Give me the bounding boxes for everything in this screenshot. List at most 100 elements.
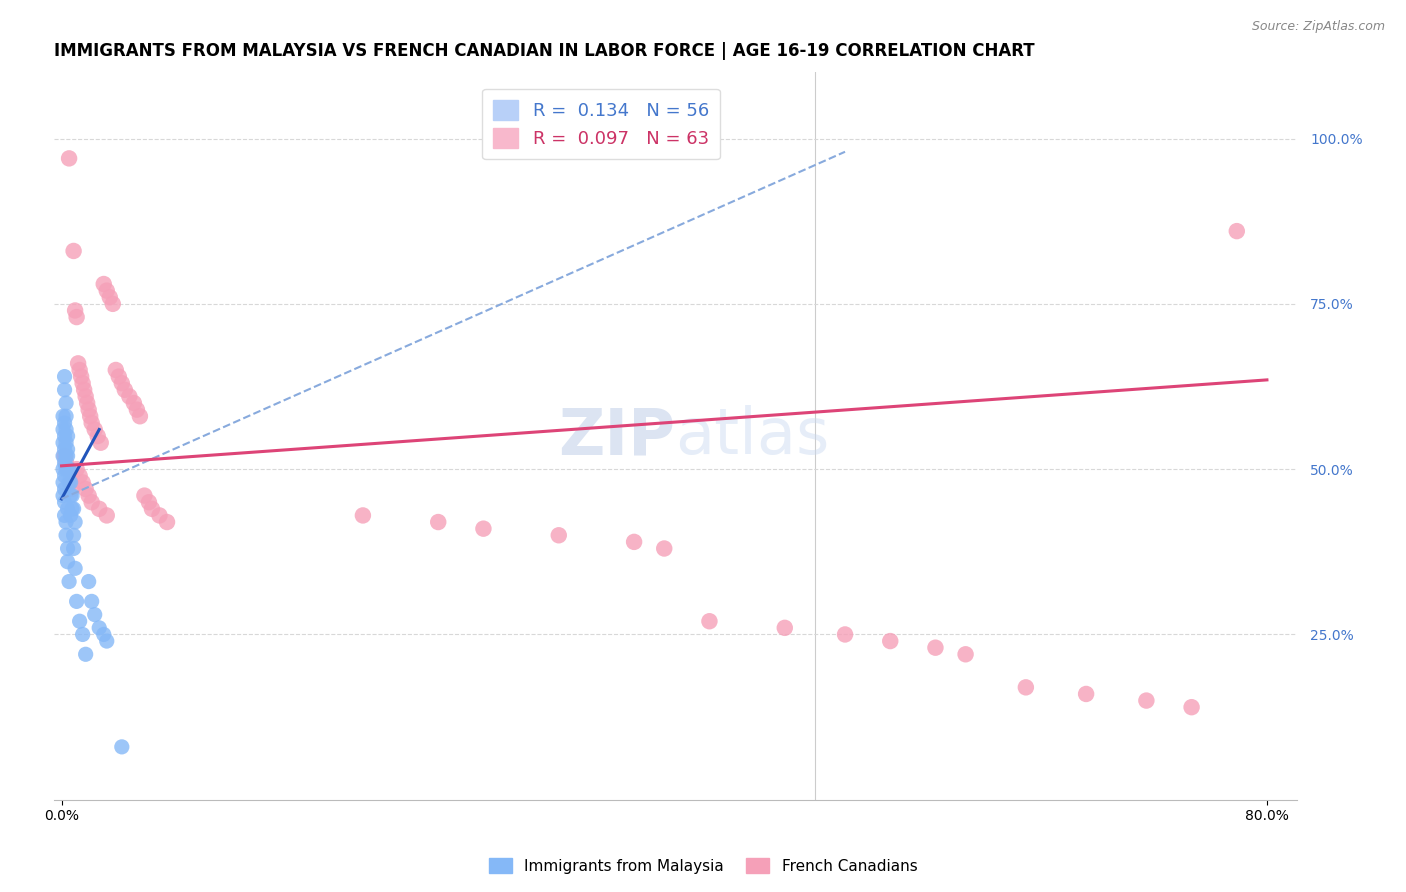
Text: Source: ZipAtlas.com: Source: ZipAtlas.com xyxy=(1251,20,1385,33)
Point xyxy=(879,634,901,648)
Point xyxy=(55,528,77,542)
Point xyxy=(60,489,83,503)
Point xyxy=(53,482,76,496)
Point xyxy=(53,369,76,384)
Point xyxy=(53,429,76,443)
Point xyxy=(62,501,84,516)
Point xyxy=(53,495,76,509)
Point xyxy=(62,528,84,542)
Point xyxy=(53,508,76,523)
Point xyxy=(69,468,91,483)
Point xyxy=(72,376,94,391)
Point xyxy=(52,489,75,503)
Point xyxy=(75,648,97,662)
Point xyxy=(125,402,148,417)
Point xyxy=(98,290,121,304)
Point xyxy=(56,555,79,569)
Point xyxy=(73,383,96,397)
Point xyxy=(56,442,79,457)
Point xyxy=(427,515,450,529)
Point xyxy=(138,495,160,509)
Legend: R =  0.134   N = 56, R =  0.097   N = 63: R = 0.134 N = 56, R = 0.097 N = 63 xyxy=(482,88,720,160)
Point xyxy=(60,501,83,516)
Point xyxy=(72,475,94,490)
Point xyxy=(69,363,91,377)
Point xyxy=(53,383,76,397)
Point xyxy=(60,482,83,496)
Point xyxy=(62,541,84,556)
Point xyxy=(53,449,76,463)
Point xyxy=(129,409,152,424)
Point xyxy=(53,468,76,483)
Point xyxy=(53,416,76,430)
Point xyxy=(80,594,103,608)
Point xyxy=(55,435,77,450)
Point xyxy=(156,515,179,529)
Point xyxy=(924,640,946,655)
Point xyxy=(77,489,100,503)
Point xyxy=(63,561,86,575)
Point xyxy=(699,614,721,628)
Point xyxy=(107,369,129,384)
Point xyxy=(96,634,118,648)
Point xyxy=(77,574,100,589)
Point xyxy=(55,422,77,436)
Point xyxy=(652,541,675,556)
Point xyxy=(75,482,97,496)
Point xyxy=(77,402,100,417)
Point xyxy=(834,627,856,641)
Point xyxy=(104,363,127,377)
Point xyxy=(96,508,118,523)
Point xyxy=(67,356,90,370)
Point xyxy=(75,389,97,403)
Point xyxy=(1226,224,1249,238)
Point xyxy=(56,429,79,443)
Point xyxy=(58,475,80,490)
Point xyxy=(1015,681,1038,695)
Point xyxy=(101,297,124,311)
Point xyxy=(55,515,77,529)
Point xyxy=(55,449,77,463)
Point xyxy=(79,409,101,424)
Point xyxy=(59,508,82,523)
Point xyxy=(52,435,75,450)
Point xyxy=(65,462,87,476)
Point xyxy=(547,528,569,542)
Point xyxy=(83,607,105,622)
Point xyxy=(58,462,80,476)
Point xyxy=(56,449,79,463)
Point xyxy=(89,501,111,516)
Point xyxy=(148,508,170,523)
Point xyxy=(122,396,145,410)
Point xyxy=(134,489,156,503)
Point xyxy=(141,501,163,516)
Point xyxy=(86,429,108,443)
Point xyxy=(59,475,82,490)
Point xyxy=(59,475,82,490)
Point xyxy=(55,396,77,410)
Point xyxy=(93,277,115,291)
Text: IMMIGRANTS FROM MALAYSIA VS FRENCH CANADIAN IN LABOR FORCE | AGE 16-19 CORRELATI: IMMIGRANTS FROM MALAYSIA VS FRENCH CANAD… xyxy=(53,42,1035,60)
Point xyxy=(118,389,141,403)
Point xyxy=(52,409,75,424)
Point xyxy=(1074,687,1097,701)
Point xyxy=(55,409,77,424)
Point xyxy=(55,462,77,476)
Point xyxy=(52,462,75,476)
Point xyxy=(111,376,134,391)
Point xyxy=(114,383,136,397)
Point xyxy=(1181,700,1204,714)
Point xyxy=(56,541,79,556)
Point xyxy=(80,495,103,509)
Point xyxy=(70,369,93,384)
Point xyxy=(53,456,76,470)
Point xyxy=(96,284,118,298)
Point xyxy=(55,456,77,470)
Point xyxy=(63,515,86,529)
Point xyxy=(56,501,79,516)
Point xyxy=(63,303,86,318)
Point xyxy=(83,422,105,436)
Point xyxy=(53,442,76,457)
Point xyxy=(58,152,80,166)
Point xyxy=(72,627,94,641)
